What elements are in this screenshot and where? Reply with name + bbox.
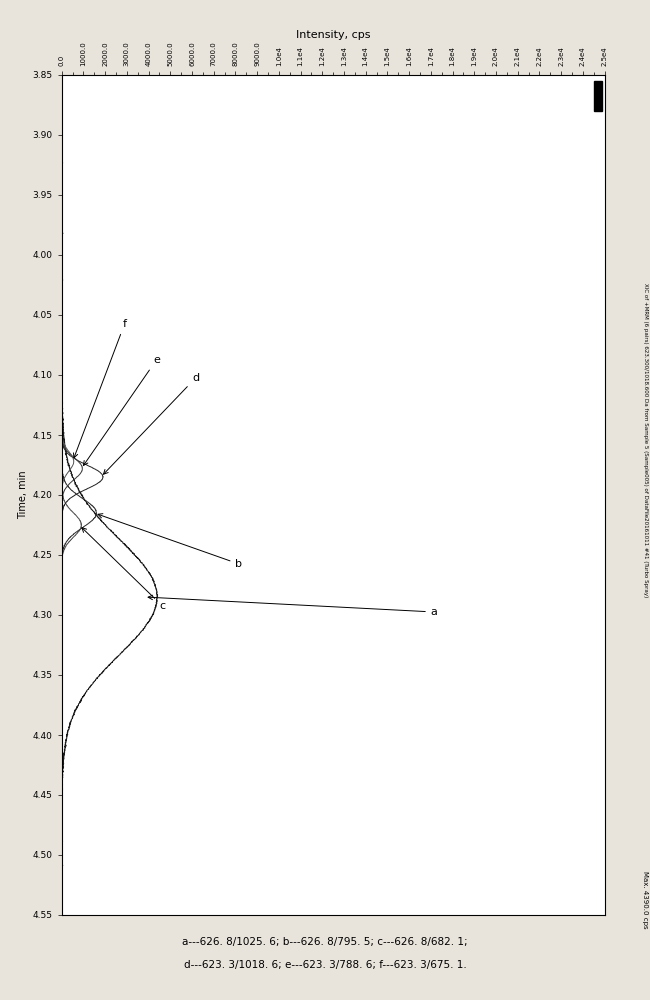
- Text: f: f: [73, 319, 127, 458]
- Text: d: d: [103, 373, 199, 474]
- Text: Max. 4390.0 cps: Max. 4390.0 cps: [642, 871, 649, 929]
- Text: d---623. 3/1018. 6; e---623. 3/788. 6; f---623. 3/675. 1.: d---623. 3/1018. 6; e---623. 3/788. 6; f…: [183, 960, 467, 970]
- Text: a---626. 8/1025. 6; b---626. 8/795. 5; c---626. 8/682. 1;: a---626. 8/1025. 6; b---626. 8/795. 5; c…: [182, 937, 468, 947]
- Text: e: e: [83, 355, 160, 465]
- Text: c: c: [82, 528, 166, 611]
- Text: b: b: [98, 514, 242, 569]
- X-axis label: Intensity, cps: Intensity, cps: [296, 30, 370, 40]
- Y-axis label: Time, min: Time, min: [18, 471, 29, 519]
- Text: a: a: [148, 595, 437, 617]
- Bar: [593, 81, 603, 111]
- Text: XIC of +MRM (6 pairs) 623.300/1018.600 Da from Sample 5 (Sample005) of DataFile2: XIC of +MRM (6 pairs) 623.300/1018.600 D…: [643, 283, 648, 597]
